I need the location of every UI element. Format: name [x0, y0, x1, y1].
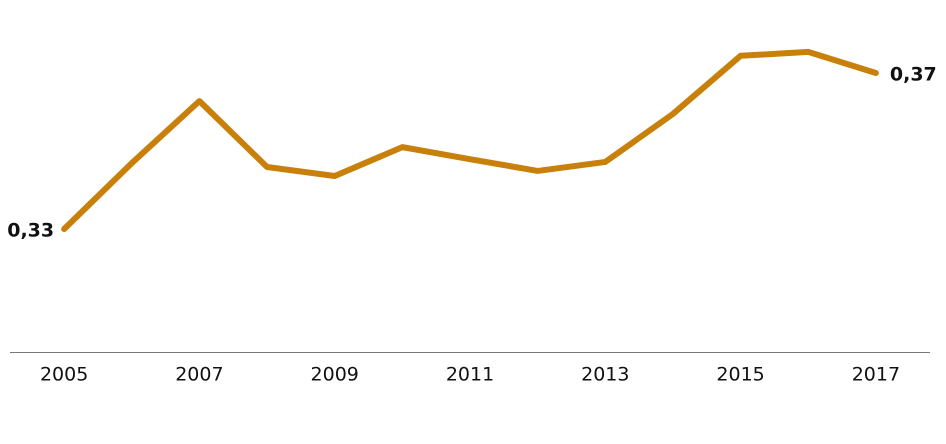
- x-tick-label: 2009: [311, 364, 359, 386]
- x-tick-label: 2007: [175, 364, 223, 386]
- x-tick-label: 2011: [446, 364, 494, 386]
- x-tick-label: 2013: [581, 364, 629, 386]
- value-label: 0,33: [7, 220, 54, 242]
- x-tick-label: 2017: [852, 364, 900, 386]
- x-tick-label: 2015: [716, 364, 764, 386]
- x-tick-label: 2005: [40, 364, 88, 386]
- value-label: 0,37: [890, 63, 937, 85]
- line: [61, 48, 879, 233]
